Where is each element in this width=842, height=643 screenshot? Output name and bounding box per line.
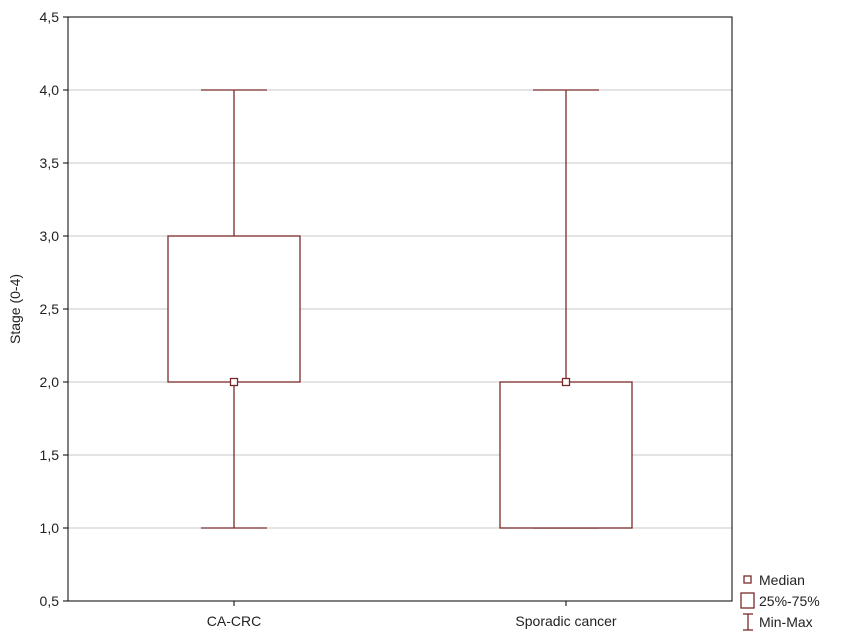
legend-whisker-label: Min-Max bbox=[759, 614, 813, 630]
iqr-box bbox=[499, 381, 633, 529]
y-axis-title: Stage (0-4) bbox=[7, 274, 23, 344]
legend-median-marker bbox=[743, 575, 752, 584]
y-tick-label: 2,0 bbox=[40, 374, 60, 390]
box-group bbox=[167, 89, 301, 529]
x-tick-label: Sporadic cancer bbox=[515, 613, 617, 629]
y-tick-label: 2,5 bbox=[40, 301, 60, 317]
median-marker bbox=[561, 377, 571, 387]
legend-box-label: 25%-75% bbox=[759, 593, 820, 609]
y-tick-label: 4,0 bbox=[40, 82, 60, 98]
median-marker bbox=[229, 377, 239, 387]
legend-box-swatch bbox=[740, 592, 755, 609]
x-axis: CA-CRC Sporadic cancer bbox=[207, 601, 617, 629]
y-tick-label: 1,0 bbox=[40, 520, 60, 536]
legend-whisker-icon bbox=[743, 613, 753, 631]
x-tick-label: CA-CRC bbox=[207, 613, 261, 629]
iqr-box bbox=[167, 235, 301, 383]
y-axis: 0,5 1,0 1,5 2,0 2,5 3,0 3,5 4,0 4,5 bbox=[40, 9, 68, 609]
box-plot-series bbox=[167, 89, 633, 529]
legend: Median 25%-75% Min-Max bbox=[740, 572, 820, 631]
y-tick-label: 4,5 bbox=[40, 9, 60, 25]
legend-median-label: Median bbox=[759, 572, 805, 588]
y-tick-label: 1,5 bbox=[40, 447, 60, 463]
y-tick-label: 3,5 bbox=[40, 155, 60, 171]
y-tick-label: 3,0 bbox=[40, 228, 60, 244]
y-tick-label: 0,5 bbox=[40, 593, 60, 609]
box-group bbox=[499, 89, 633, 529]
